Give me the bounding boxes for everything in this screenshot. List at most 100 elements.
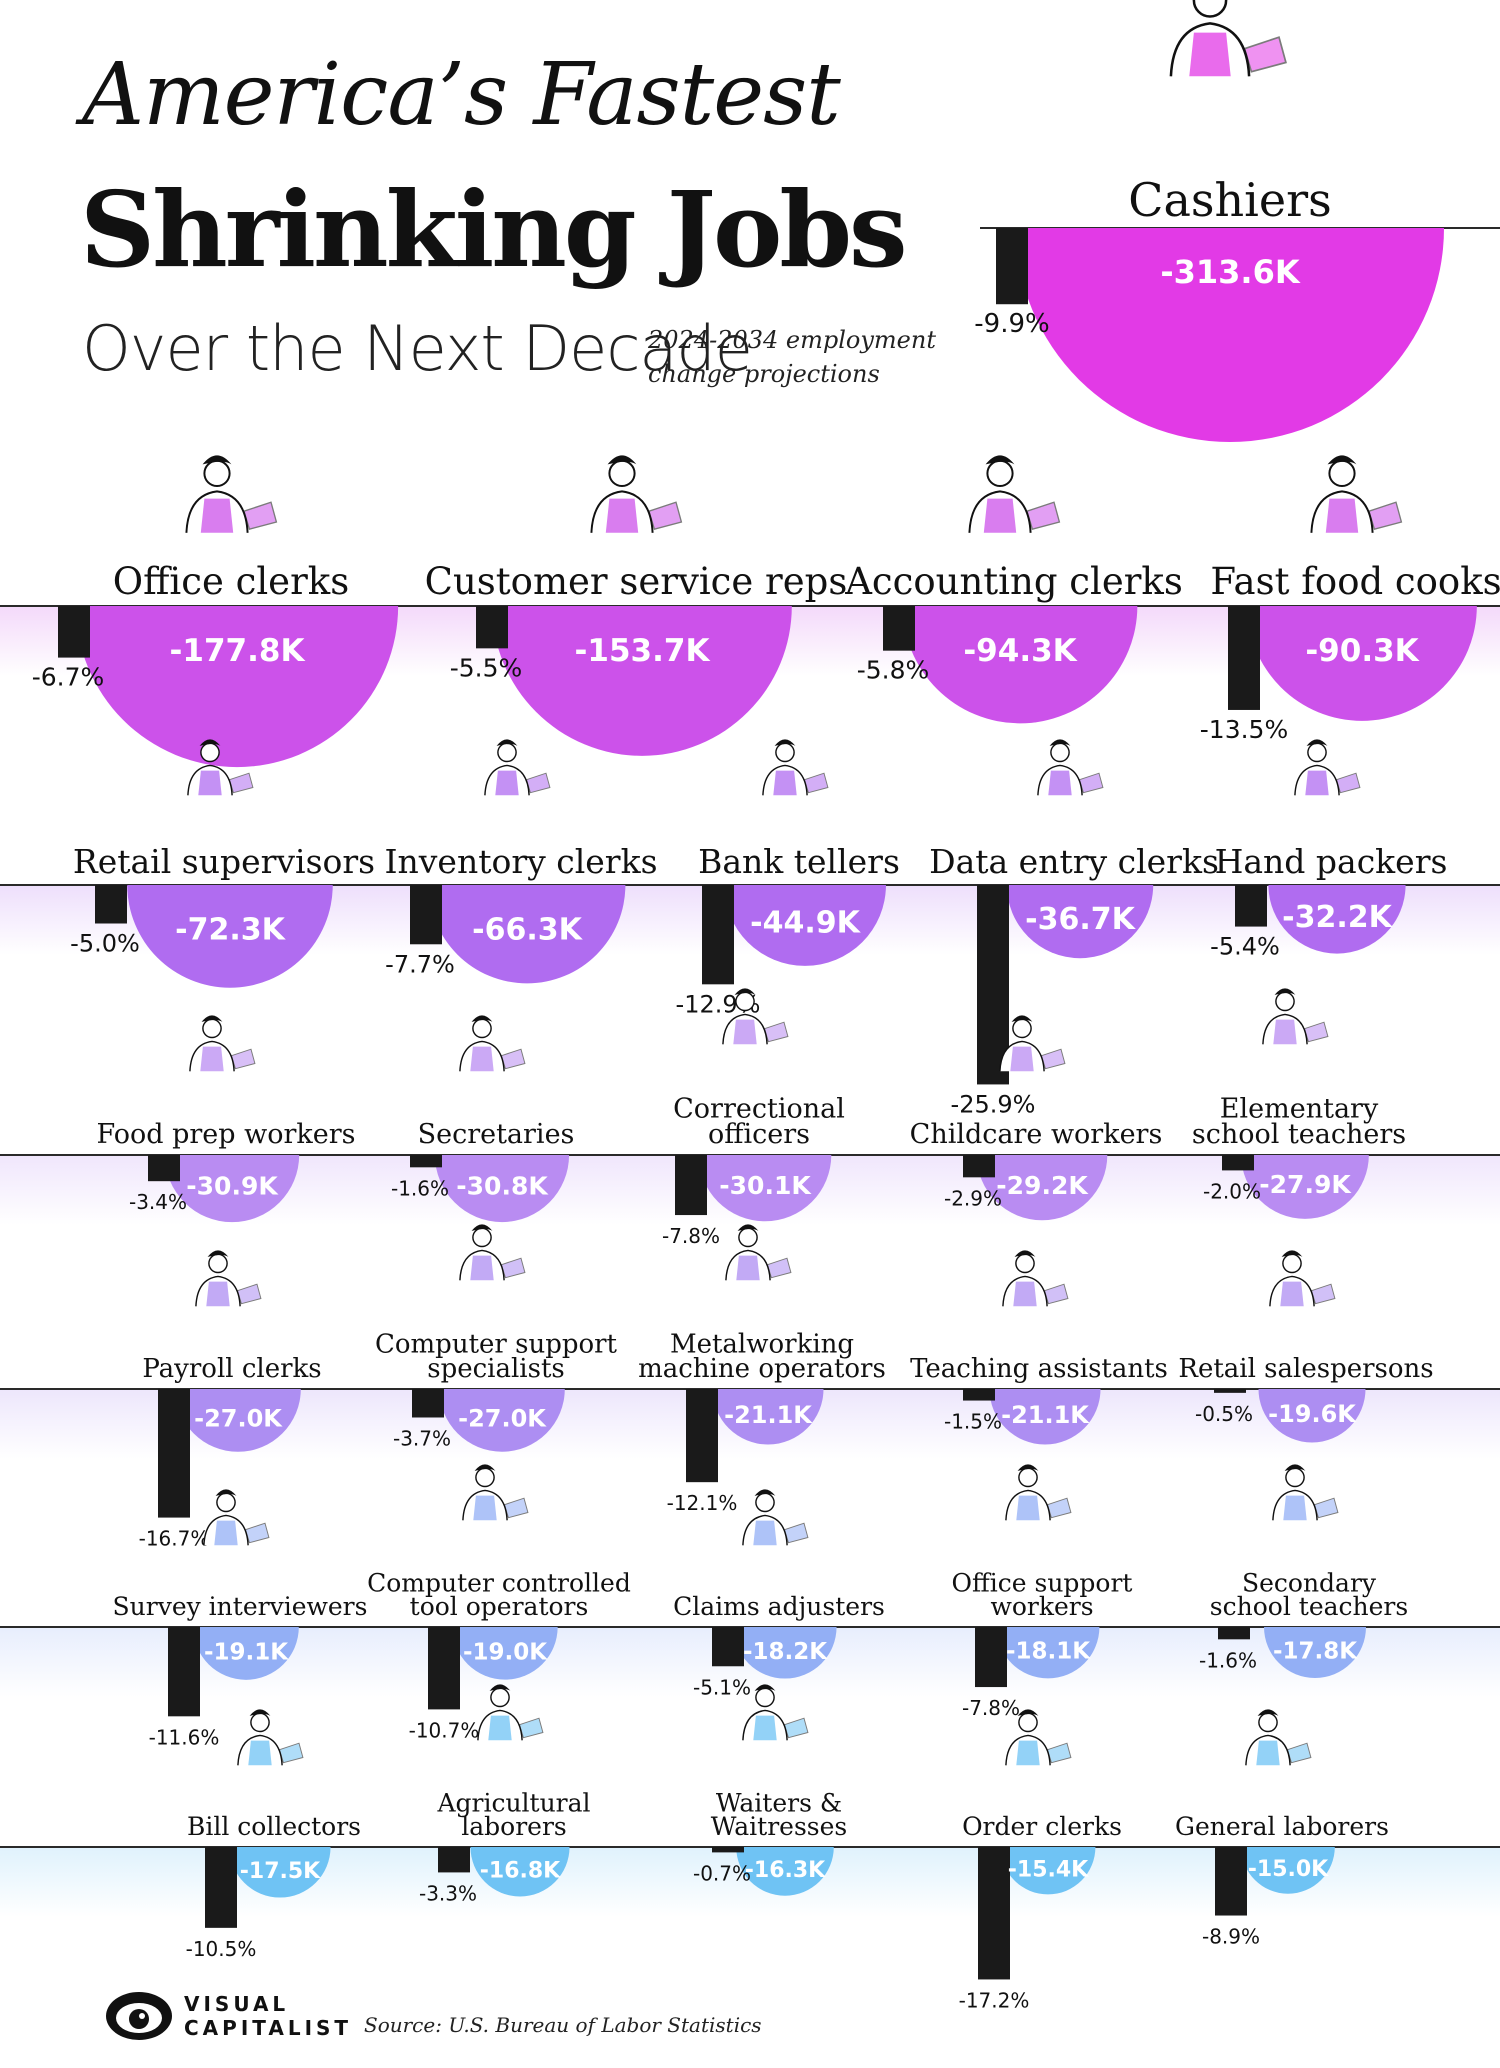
job-illustration-icon bbox=[1002, 1250, 1069, 1307]
job-name-line: Office clerks bbox=[113, 560, 349, 603]
pct-label-claims-adjusters: -5.1% bbox=[693, 1675, 751, 1699]
job-bill-collectors: -17.5K -10.5% Bill collectors bbox=[186, 1812, 361, 1961]
pct-bar-general-laborers bbox=[1215, 1847, 1247, 1916]
pct-bar-teaching-assistants bbox=[963, 1389, 995, 1401]
change-label-correctional-officers: -30.1K bbox=[719, 1171, 812, 1200]
bubble-claims-adjusters bbox=[733, 1627, 837, 1679]
job-name-teaching-assistants: Teaching assistants bbox=[910, 1354, 1168, 1384]
pct-bar-metalworking-machine-operators bbox=[686, 1389, 718, 1483]
change-label-secretaries: -30.8K bbox=[456, 1172, 549, 1201]
job-illustration-icon bbox=[1037, 739, 1104, 796]
pct-label-retail-salespersons: -0.5% bbox=[1195, 1402, 1253, 1426]
job-name-line: school teachers bbox=[1192, 1119, 1406, 1150]
job-name-hand-packers: Hand packers bbox=[1215, 842, 1448, 881]
job-name-retail-supervisors: Retail supervisors bbox=[73, 842, 375, 881]
job-retail-salespersons: -19.6K -0.5% Retail salespersons bbox=[1178, 1354, 1434, 1443]
job-name-claims-adjusters: Claims adjusters bbox=[673, 1592, 885, 1621]
title-line-3: Over the Next Decade bbox=[82, 312, 753, 385]
job-illustration-icon bbox=[189, 1015, 256, 1072]
job-name-line: Computer controlled bbox=[367, 1568, 631, 1597]
bubble-inventory-clerks bbox=[428, 885, 626, 984]
pct-label-metalworking-machine-operators: -12.1% bbox=[667, 1491, 738, 1515]
change-label-computer-controlled-tool-operators: -19.0K bbox=[463, 1639, 548, 1665]
bubble-food-prep-workers bbox=[164, 1155, 300, 1223]
pct-label-customer-service-reps: -5.5% bbox=[450, 653, 523, 682]
job-name-line: General laborers bbox=[1175, 1812, 1389, 1841]
pct-label-fast-food-cooks: -13.5% bbox=[1200, 715, 1288, 744]
job-name-line: laborers bbox=[461, 1812, 566, 1841]
pct-label-payroll-clerks: -16.7% bbox=[139, 1527, 210, 1551]
job-name-computer-controlled-tool-operators: Computer controlled tool operators bbox=[367, 1568, 631, 1621]
change-label-general-laborers: -15.0K bbox=[1248, 1857, 1329, 1882]
job-name-data-entry-clerks: Data entry clerks bbox=[929, 842, 1219, 881]
pct-label-teaching-assistants: -1.5% bbox=[944, 1410, 1002, 1434]
job-accounting-clerks: -94.3K -5.8% Accounting clerks bbox=[844, 560, 1183, 724]
change-label-retail-salespersons: -19.6K bbox=[1268, 1400, 1357, 1428]
change-label-metalworking-machine-operators: -21.1K bbox=[724, 1401, 813, 1429]
job-name-elementary-school-teachers: Elementary school teachers bbox=[1192, 1093, 1406, 1150]
job-name-cashiers: Cashiers bbox=[1128, 173, 1331, 227]
job-name-line: Fast food cooks bbox=[1210, 560, 1500, 603]
change-label-claims-adjusters: -18.2K bbox=[743, 1639, 828, 1665]
subtitle: 2024-2034 employment change projections bbox=[648, 326, 936, 388]
bubble-bank-tellers bbox=[724, 885, 886, 966]
job-elementary-school-teachers: -27.9K-2.0% Elementary school teachers bbox=[1192, 1093, 1406, 1219]
job-name-line: Cashiers bbox=[1128, 173, 1331, 227]
job-name-waiters-and-waitresses: Waiters & Waitresses bbox=[711, 1788, 848, 1841]
job-illustration-icon bbox=[1272, 1464, 1339, 1521]
job-order-clerks: -15.4K -17.2% Order clerks bbox=[959, 1812, 1122, 2012]
pct-bar-customer-service-reps bbox=[476, 606, 508, 649]
bubble-retail-salespersons bbox=[1258, 1389, 1366, 1443]
pct-bar-computer-controlled-tool-operators bbox=[428, 1627, 460, 1710]
job-bank-tellers: -44.9K-12.9%Bank tellers bbox=[676, 842, 900, 1018]
change-label-retail-supervisors: -72.3K bbox=[175, 913, 286, 948]
bubble-agricultural-laborers bbox=[470, 1847, 570, 1897]
bubble-metalworking-machine-operators bbox=[712, 1389, 824, 1445]
change-label-survey-interviewers: -19.1K bbox=[204, 1639, 289, 1665]
job-name-correctional-officers: Correctional officers bbox=[673, 1093, 845, 1150]
job-name-retail-salespersons: Retail salespersons bbox=[1178, 1354, 1433, 1384]
pct-label-general-laborers: -8.9% bbox=[1202, 1925, 1260, 1949]
job-illustration-icon bbox=[237, 1709, 304, 1766]
pct-label-order-clerks: -17.2% bbox=[959, 1988, 1030, 2012]
job-name-line: Retail supervisors bbox=[73, 842, 375, 881]
pct-bar-computer-support-specialists bbox=[412, 1389, 444, 1418]
job-claims-adjusters: -18.2K -5.1% Claims adjusters bbox=[673, 1592, 885, 1699]
job-teaching-assistants: -21.1K-1.5% Teaching assistants bbox=[910, 1354, 1168, 1445]
job-cashiers: -313.6K -9.9% Cashiers bbox=[974, 173, 1444, 442]
bubble-fast-food-cooks bbox=[1247, 606, 1477, 721]
job-name-food-prep-workers: Food prep workers bbox=[96, 1119, 355, 1150]
job-name-line: Payroll clerks bbox=[142, 1354, 321, 1384]
job-illustration-icon bbox=[459, 1015, 526, 1072]
pct-bar-bank-tellers bbox=[702, 885, 734, 985]
job-food-prep-workers: -30.9K-3.4% Food prep workers bbox=[96, 1119, 356, 1223]
change-label-cashiers: -313.6K bbox=[1160, 253, 1301, 291]
pct-label-hand-packers: -5.4% bbox=[1210, 933, 1280, 961]
change-label-agricultural-laborers: -16.8K bbox=[480, 1858, 561, 1883]
job-name-line: workers bbox=[990, 1592, 1093, 1621]
job-illustration-icon bbox=[1169, 0, 1287, 77]
change-label-accounting-clerks: -94.3K bbox=[963, 633, 1077, 669]
pct-bar-correctional-officers bbox=[675, 1155, 707, 1216]
bubble-childcare-workers bbox=[976, 1155, 1108, 1221]
pct-bar-office-support-workers bbox=[975, 1627, 1007, 1688]
change-label-order-clerks: -15.4K bbox=[1008, 1858, 1089, 1883]
job-name-fast-food-cooks: Fast food cooks bbox=[1210, 560, 1500, 603]
pct-label-accounting-clerks: -5.8% bbox=[857, 656, 930, 685]
bubble-correctional-officers bbox=[698, 1155, 832, 1222]
pct-label-data-entry-clerks: -25.9% bbox=[951, 1090, 1036, 1118]
pct-bar-inventory-clerks bbox=[410, 885, 442, 945]
job-name-metalworking-machine-operators: Metalworking machine operators bbox=[638, 1329, 886, 1384]
change-label-secondary-school-teachers: -17.8K bbox=[1273, 1639, 1358, 1665]
brand-line-1: VISUAL bbox=[184, 1992, 290, 2016]
change-label-elementary-school-teachers: -27.9K bbox=[1259, 1170, 1352, 1199]
job-illustration-icon bbox=[968, 455, 1061, 533]
job-illustration-icon bbox=[185, 455, 278, 533]
bubble-secondary-school-teachers bbox=[1264, 1627, 1366, 1678]
bubble-payroll-clerks bbox=[175, 1389, 301, 1452]
brand-line-2: CAPITALIST bbox=[184, 2016, 353, 2040]
job-retail-supervisors: -72.3K -5.0% Retail supervisors bbox=[70, 842, 375, 988]
job-name-bank-tellers: Bank tellers bbox=[698, 842, 900, 881]
